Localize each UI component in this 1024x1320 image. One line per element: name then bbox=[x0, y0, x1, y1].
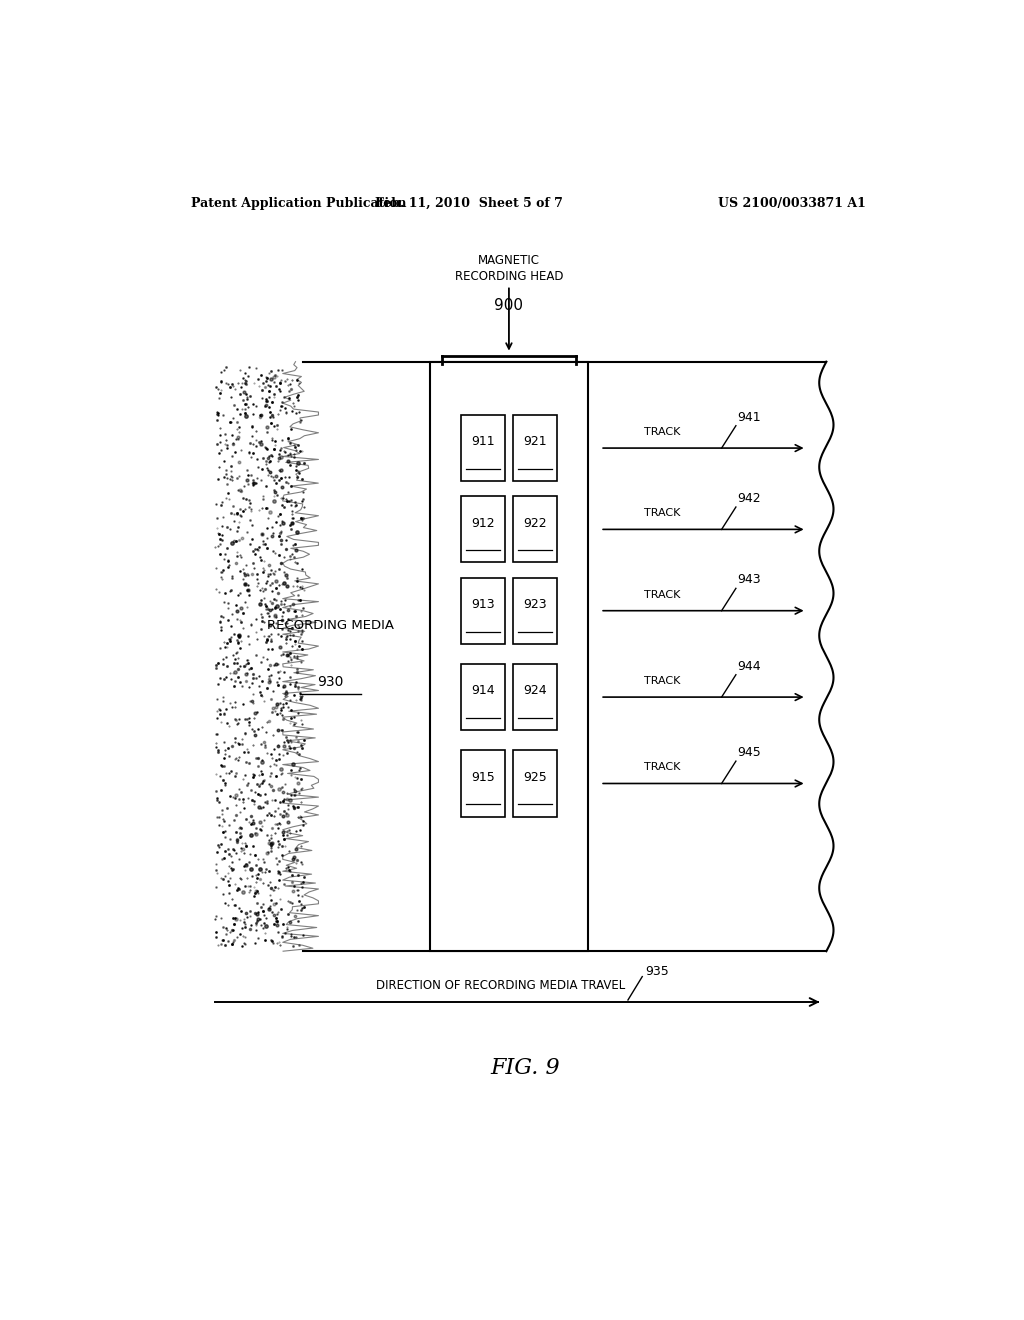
Text: MAGNETIC
RECORDING HEAD: MAGNETIC RECORDING HEAD bbox=[455, 255, 563, 284]
Bar bbox=[513, 414, 557, 480]
Text: US 2100/0033871 A1: US 2100/0033871 A1 bbox=[718, 197, 866, 210]
Bar bbox=[513, 751, 557, 817]
Text: FIG. 9: FIG. 9 bbox=[490, 1057, 559, 1078]
Text: 921: 921 bbox=[523, 436, 547, 449]
Bar bbox=[513, 496, 557, 562]
Text: 914: 914 bbox=[471, 685, 495, 697]
Text: 935: 935 bbox=[645, 965, 669, 978]
Text: 924: 924 bbox=[523, 685, 547, 697]
Text: RECORDING MEDIA: RECORDING MEDIA bbox=[267, 619, 394, 632]
Text: 913: 913 bbox=[471, 598, 495, 611]
Text: 912: 912 bbox=[471, 517, 495, 529]
Text: 942: 942 bbox=[737, 492, 761, 506]
Text: 945: 945 bbox=[737, 746, 761, 759]
Text: 925: 925 bbox=[523, 771, 547, 784]
Text: 922: 922 bbox=[523, 517, 547, 529]
Text: 911: 911 bbox=[471, 436, 495, 449]
Bar bbox=[513, 664, 557, 730]
Text: Feb. 11, 2010  Sheet 5 of 7: Feb. 11, 2010 Sheet 5 of 7 bbox=[376, 197, 563, 210]
Text: 900: 900 bbox=[495, 297, 523, 313]
Text: DIRECTION OF RECORDING MEDIA TRAVEL: DIRECTION OF RECORDING MEDIA TRAVEL bbox=[377, 979, 626, 991]
Bar bbox=[461, 664, 505, 730]
Text: TRACK: TRACK bbox=[644, 508, 680, 519]
Text: TRACK: TRACK bbox=[644, 426, 680, 437]
Text: TRACK: TRACK bbox=[644, 676, 680, 686]
Bar bbox=[513, 578, 557, 644]
Text: 930: 930 bbox=[317, 675, 344, 689]
Text: 943: 943 bbox=[737, 573, 761, 586]
Text: TRACK: TRACK bbox=[644, 763, 680, 772]
Text: Patent Application Publication: Patent Application Publication bbox=[191, 197, 407, 210]
Bar bbox=[461, 751, 505, 817]
Bar bbox=[430, 362, 589, 952]
Text: 923: 923 bbox=[523, 598, 547, 611]
Bar bbox=[461, 414, 505, 480]
Text: TRACK: TRACK bbox=[644, 590, 680, 599]
Bar bbox=[461, 578, 505, 644]
Bar bbox=[461, 496, 505, 562]
Text: 941: 941 bbox=[737, 411, 761, 424]
Text: 915: 915 bbox=[471, 771, 495, 784]
Text: 944: 944 bbox=[737, 660, 761, 673]
